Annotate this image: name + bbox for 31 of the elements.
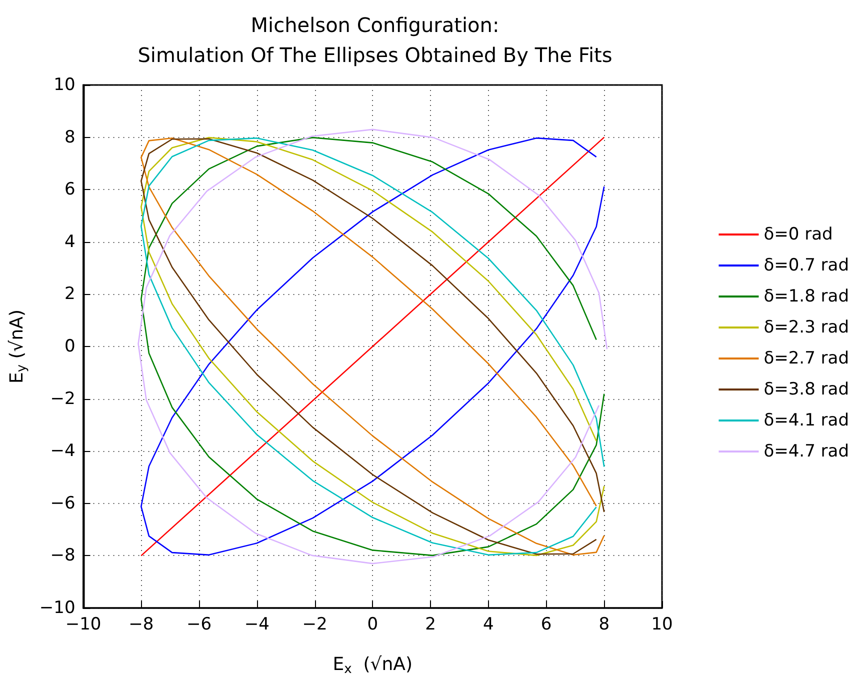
y-tick-label: −2 bbox=[50, 388, 76, 409]
y-tick-label: −10 bbox=[39, 598, 76, 618]
legend-label: δ=4.7 rad bbox=[764, 442, 850, 462]
legend-label: δ=0.7 rad bbox=[764, 256, 850, 276]
x-tick-label: −2 bbox=[302, 614, 328, 634]
x-tick-label: 6 bbox=[540, 614, 552, 634]
y-tick-label: −8 bbox=[50, 546, 76, 566]
y-tick-label: 10 bbox=[54, 75, 76, 95]
legend-label: δ=2.3 rad bbox=[764, 318, 850, 338]
y-tick-label: −4 bbox=[50, 441, 76, 462]
legend-label: δ=1.8 rad bbox=[764, 286, 850, 306]
x-tick-label: −4 bbox=[244, 614, 270, 634]
y-tick-label: 0 bbox=[64, 336, 76, 356]
y-tick-label: 8 bbox=[64, 127, 76, 148]
y-tick-label: −6 bbox=[50, 493, 76, 514]
y-tick-label: 2 bbox=[64, 284, 76, 304]
legend-label: δ=3.8 rad bbox=[764, 380, 850, 400]
chart-title: Michelson Configuration: Simulation Of The Ellipses Obtained By The Fits bbox=[138, 13, 612, 67]
x-tick-label: 2 bbox=[425, 614, 436, 634]
legend-label: δ=4.1 rad bbox=[764, 410, 850, 430]
x-tick-label: −6 bbox=[186, 614, 212, 634]
x-tick-label: 10 bbox=[651, 614, 673, 634]
y-tick-label: 4 bbox=[64, 232, 76, 252]
x-tick-label: 4 bbox=[482, 614, 494, 634]
x-tick-label: −8 bbox=[128, 614, 154, 634]
legend-label: δ=2.7 rad bbox=[764, 348, 850, 368]
y-axis-title: Ey (√nA) bbox=[6, 309, 30, 384]
x-tick-label: 8 bbox=[598, 614, 610, 634]
legend-label: δ=0 rad bbox=[764, 224, 833, 244]
y-tick-label: 6 bbox=[64, 180, 76, 200]
x-tick-label: 0 bbox=[367, 614, 378, 634]
